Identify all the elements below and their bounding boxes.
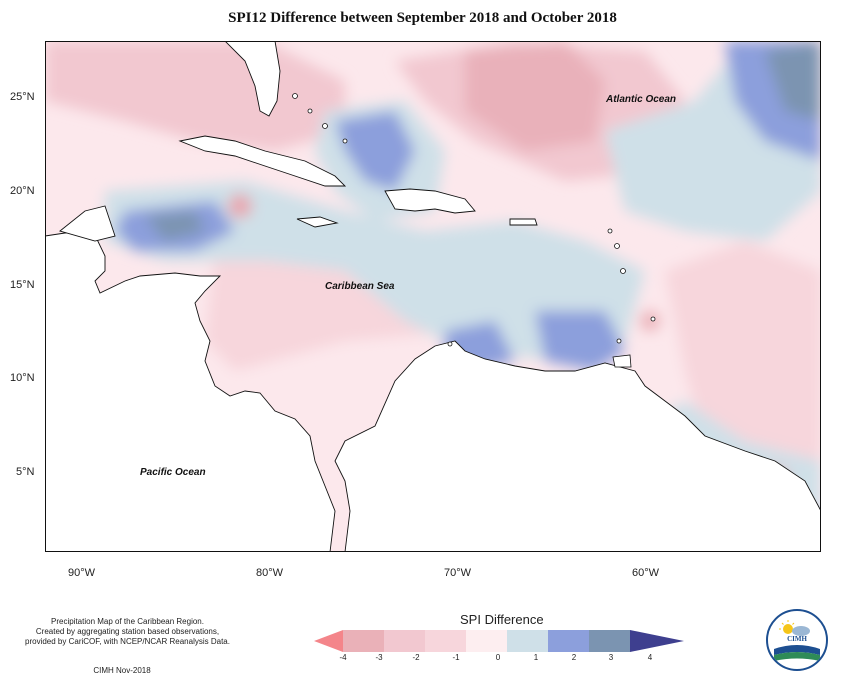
legend-tick-label: -3: [375, 653, 383, 662]
x-tick-label: 60°W: [632, 567, 660, 579]
field-neg-barbados: [640, 311, 660, 331]
legend-tick-label: -4: [339, 653, 347, 662]
land-puerto-rico: [509, 218, 538, 226]
y-tick-label: 15°N: [10, 279, 35, 291]
atlantic-ocean-label: Atlantic Ocean: [606, 94, 677, 105]
landmasses: [45, 41, 821, 552]
legend-colorbar: [314, 630, 684, 652]
island-bahamas-1: [292, 93, 298, 99]
land-cuba: [178, 135, 347, 187]
land-hispaniola: [384, 188, 476, 214]
field-pos-cuba-east: [335, 111, 415, 191]
logo-text: CIMH: [787, 635, 807, 643]
land-central-america: [45, 230, 336, 552]
footnote-credit: CIMH Nov-2018: [93, 666, 151, 675]
legend-swatch-neg2: [384, 630, 425, 652]
field-pos-honduras-core: [145, 211, 205, 241]
legend-swatch-zero: [466, 630, 507, 652]
pacific-ocean-label: Pacific Ocean: [140, 467, 206, 478]
caribbean-sea-label: Caribbean Sea: [325, 281, 395, 292]
island-martinique: [620, 268, 626, 274]
legend-tick-label: -2: [412, 653, 420, 662]
legend-tick-label: -1: [452, 653, 460, 662]
island-bahamas-4: [342, 138, 348, 144]
island-bahamas-3: [322, 123, 328, 129]
y-tick-label: 5°N: [16, 466, 35, 478]
land-yucatan: [59, 205, 116, 242]
x-tick-label: 90°W: [68, 567, 96, 579]
field-neg-atlantic-core: [465, 41, 605, 151]
island-antigua: [607, 228, 613, 234]
legend-swatch-pos2: [548, 630, 589, 652]
island-barbados: [650, 316, 656, 322]
legend-swatch-pos1: [507, 630, 548, 652]
field-neg-cayman: [228, 194, 252, 218]
island-guadeloupe: [614, 243, 620, 249]
cimh-logo: CIMH: [766, 609, 828, 671]
legend-swatch-neg3: [343, 630, 384, 652]
spi-field: [45, 41, 821, 552]
island-bahamas-2: [307, 108, 313, 114]
x-tick-label: 70°W: [444, 567, 472, 579]
land-jamaica: [296, 216, 339, 228]
island-aruba: [447, 341, 453, 347]
y-tick-label: 25°N: [10, 91, 35, 103]
field-neg-east: [665, 241, 821, 511]
footnote-line: Precipitation Map of the Caribbean Regio…: [51, 617, 204, 626]
y-tick-label: 20°N: [10, 185, 35, 197]
footnote-line: Created by aggregating station based obs…: [35, 627, 220, 636]
field-pos-central: [105, 181, 645, 361]
legend-title: SPI Difference: [460, 612, 544, 627]
field-pos-ne-core: [765, 41, 821, 121]
field-pos-trinidad: [535, 311, 625, 371]
cimh-logo-icon: [774, 620, 820, 661]
legend-tick-label: 4: [647, 653, 653, 662]
legend-swatch-pos3: [589, 630, 630, 652]
spi-map: [45, 41, 821, 552]
y-tick-label: 10°N: [10, 372, 35, 384]
legend-tick-label: 0: [495, 653, 501, 662]
small-islands: [292, 93, 656, 368]
footnote: Precipitation Map of the Caribbean Regio…: [10, 617, 245, 647]
island-grenada: [616, 338, 622, 344]
legend-swatch-neg1: [425, 630, 466, 652]
map-title: SPI12 Difference between September 2018 …: [228, 10, 617, 26]
legend-swatch-neg4: [314, 630, 343, 652]
legend-tick-label: 1: [533, 653, 539, 662]
land-florida: [224, 41, 281, 117]
legend-tick-label: 2: [571, 653, 577, 662]
legend-swatch-pos4: [630, 630, 684, 652]
legend-tick-label: 3: [608, 653, 614, 662]
land-south-america: [334, 340, 821, 552]
map-border: [45, 41, 821, 552]
island-trinidad: [612, 354, 632, 368]
footnote-line: provided by CariCOF, with NCEP/NCAR Rean…: [25, 637, 230, 646]
x-tick-label: 80°W: [256, 567, 284, 579]
